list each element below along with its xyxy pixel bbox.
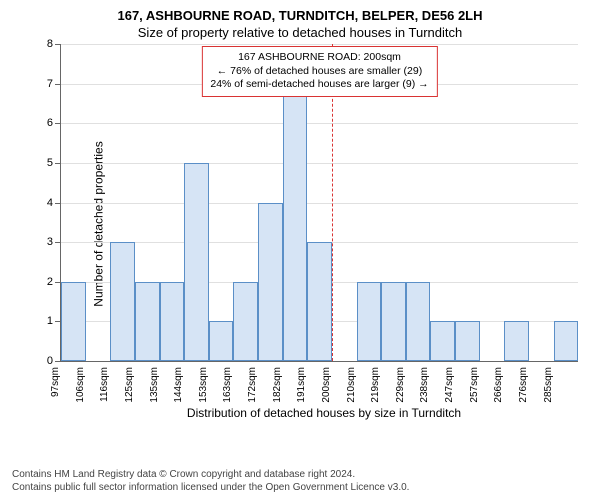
xtick-label: 125sqm	[124, 367, 135, 403]
bar	[504, 321, 529, 361]
page-title-2: Size of property relative to detached ho…	[12, 25, 588, 40]
bar-slot: 125sqm	[135, 44, 160, 361]
xtick-label: 210sqm	[346, 367, 357, 403]
bar-slot: 247sqm	[455, 44, 480, 361]
xtick-label: 229sqm	[395, 367, 406, 403]
xtick-label: 106sqm	[75, 367, 86, 403]
bar-slot: 285sqm	[554, 44, 579, 361]
bar	[209, 321, 234, 361]
bar	[258, 203, 283, 362]
xtick-label: 200sqm	[321, 367, 332, 403]
ytick-label: 0	[37, 355, 53, 367]
xtick-label: 266sqm	[493, 367, 504, 403]
xtick-label: 163sqm	[222, 367, 233, 403]
chart-container: 167, ASHBOURNE ROAD, TURNDITCH, BELPER, …	[0, 0, 600, 500]
bar	[135, 282, 160, 361]
xtick-label: 247sqm	[444, 367, 455, 403]
xtick-label: 257sqm	[469, 367, 480, 403]
bar	[357, 282, 382, 361]
xtick-label: 144sqm	[173, 367, 184, 403]
bar	[160, 282, 185, 361]
footer-line1: Contains HM Land Registry data © Crown c…	[12, 468, 588, 481]
ytick-label: 4	[37, 197, 53, 209]
bar	[554, 321, 579, 361]
x-axis-label: Distribution of detached houses by size …	[60, 406, 588, 420]
xtick-label: 116sqm	[99, 367, 110, 402]
xtick-label: 182sqm	[272, 367, 283, 403]
xtick-label: 219sqm	[370, 367, 381, 403]
bar-slot: 266sqm	[504, 44, 529, 361]
ytick-label: 2	[37, 276, 53, 288]
bar	[381, 282, 406, 361]
ytick-label: 1	[37, 315, 53, 327]
xtick-label: 191sqm	[296, 367, 307, 403]
bar-slot: 135sqm	[160, 44, 185, 361]
xtick-label: 97sqm	[50, 367, 61, 397]
ytick-label: 3	[37, 236, 53, 248]
bar	[307, 242, 332, 361]
footer-line2: Contains public full sector information …	[12, 481, 588, 494]
annotation-box: 167 ASHBOURNE ROAD: 200sqm ← 76% of deta…	[201, 46, 437, 97]
bar-slot: 97sqm	[61, 44, 86, 361]
xtick-label: 276sqm	[518, 367, 529, 403]
plot-region: 012345678 97sqm106sqm116sqm125sqm135sqm1…	[60, 44, 578, 362]
xtick-label: 238sqm	[419, 367, 430, 403]
footer: Contains HM Land Registry data © Crown c…	[12, 468, 588, 494]
bar	[406, 282, 431, 361]
ytick-label: 7	[37, 78, 53, 90]
ytick-label: 5	[37, 157, 53, 169]
xtick-label: 285sqm	[543, 367, 554, 403]
annotation-line1: 167 ASHBOURNE ROAD: 200sqm	[210, 51, 428, 65]
annotation-line3: 24% of semi-detached houses are larger (…	[210, 78, 428, 92]
bar	[430, 321, 455, 361]
bar	[455, 321, 480, 361]
bar	[110, 242, 135, 361]
ytick-label: 6	[37, 117, 53, 129]
bar-slot: 116sqm	[110, 44, 135, 361]
xtick-label: 153sqm	[198, 367, 209, 403]
ytick-label: 8	[37, 38, 53, 50]
xtick-label: 135sqm	[149, 367, 160, 403]
page-title-1: 167, ASHBOURNE ROAD, TURNDITCH, BELPER, …	[12, 8, 588, 23]
bar-slot: 106sqm	[86, 44, 111, 361]
annotation-line2: ← 76% of detached houses are smaller (29…	[210, 65, 428, 79]
xtick-label: 172sqm	[247, 367, 258, 403]
bar	[283, 84, 308, 361]
bar	[233, 282, 258, 361]
bar-slot: 257sqm	[480, 44, 505, 361]
bar	[184, 163, 209, 361]
bar-slot: 276sqm	[529, 44, 554, 361]
ytick	[55, 361, 61, 362]
bar	[61, 282, 86, 361]
chart-area: Number of detached properties 012345678 …	[60, 44, 578, 404]
